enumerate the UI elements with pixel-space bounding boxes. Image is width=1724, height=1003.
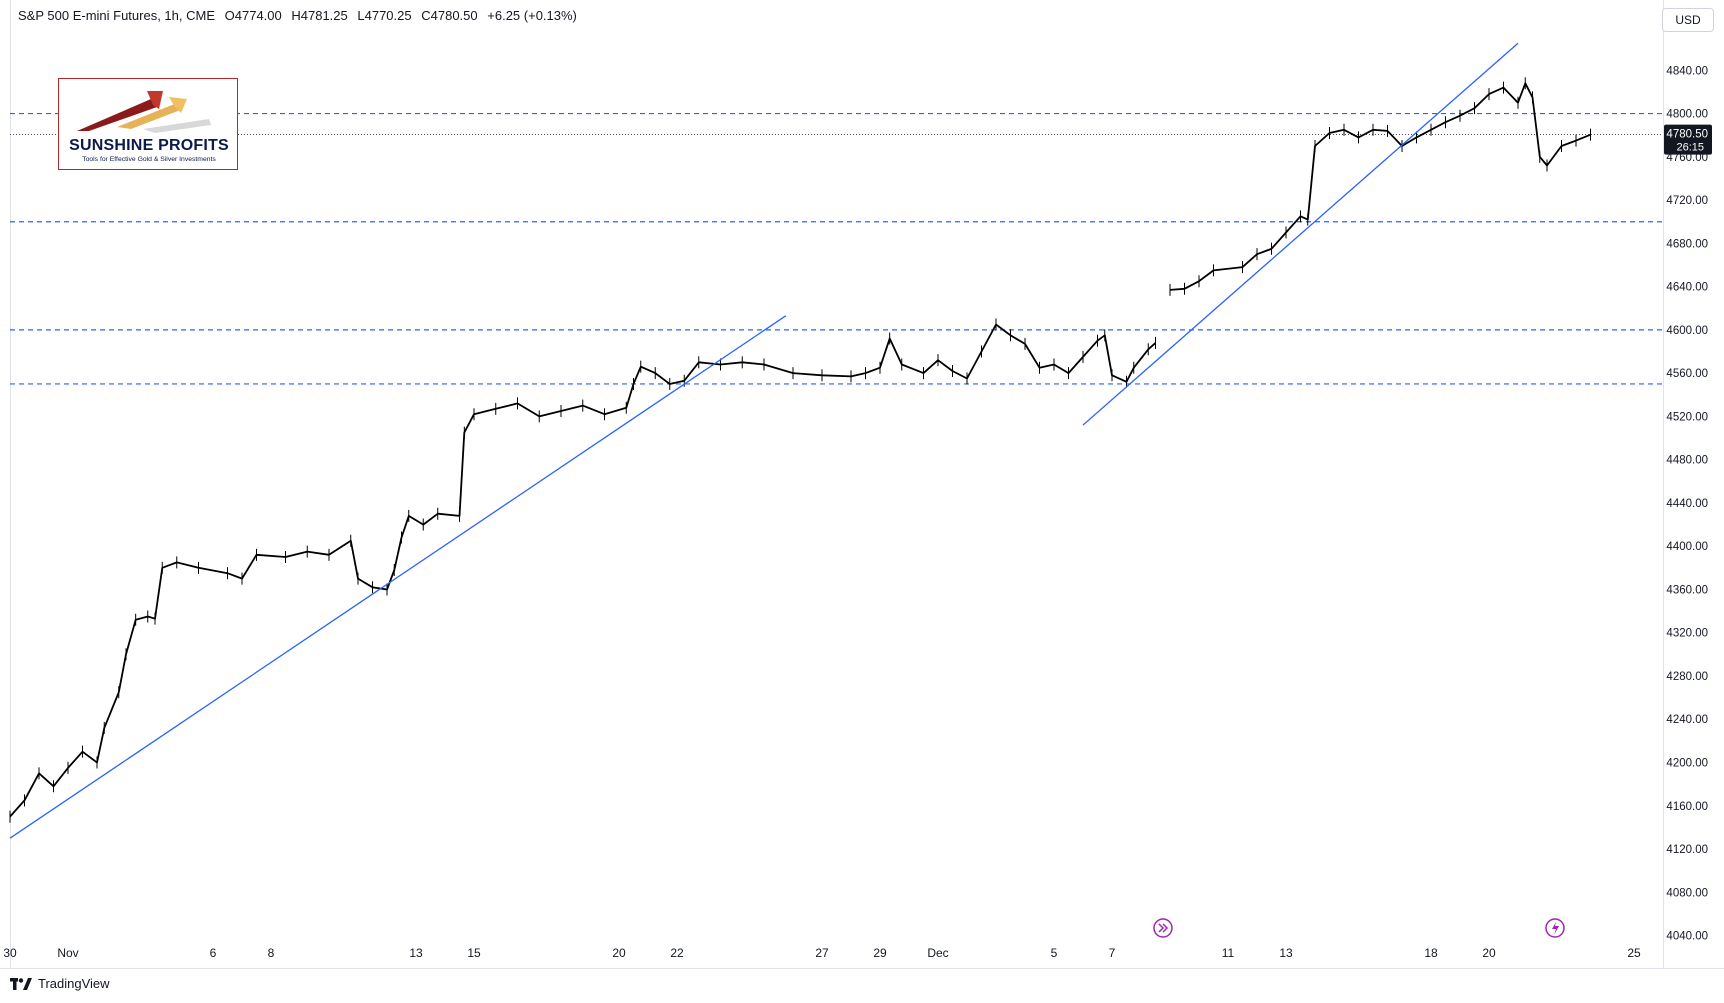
x-tick-label: 11 [1222,946,1235,960]
x-tick-label: 27 [815,946,829,960]
time-axis: 30 Nov 6 8 13 15 20 22 27 29 Dec 5 7 11 13 18 20 25 [3,946,1641,960]
y-tick-label: 4080.00 [1666,887,1708,899]
lightning-circle-icon[interactable] [1545,918,1565,938]
x-tick-label: 8 [268,946,275,960]
event-glyph [1158,923,1169,933]
y-tick-label: 4720.00 [1666,195,1708,207]
high-value: H4781.25 [291,8,348,23]
y-tick-label: 4160.00 [1666,801,1708,813]
x-tick-label: 20 [612,946,626,960]
x-tick-label: 6 [210,946,217,960]
last-price-badge [1664,124,1712,155]
tradingview-logo-icon [10,977,32,990]
tradingview-label: TradingView [38,976,110,991]
x-tick-label: 5 [1051,946,1058,960]
fast-forward-circle-icon[interactable] [1153,918,1173,938]
y-tick-label: 4680.00 [1666,238,1708,250]
event-glyph [1552,922,1559,935]
tradingview-branding[interactable]: TradingView [10,976,110,991]
logo-title: SUNSHINE PROFITS [69,137,229,154]
x-tick-label: 20 [1482,946,1496,960]
x-tick-label: Dec [927,946,948,960]
y-tick-label: 4320.00 [1666,628,1708,640]
price-series [9,77,1591,823]
y-tick-label: 4040.00 [1666,931,1708,943]
price-axis: 4040.00 4080.00 4120.00 4160.00 4200.00 4240.… [1666,22,1708,943]
symbol-name[interactable]: S&P 500 E-mini Futures, 1h, CME [18,8,216,23]
close-value: C4780.50 [421,8,478,23]
trendline-2 [1082,42,1519,426]
y-tick-label: 4640.00 [1666,282,1708,294]
change-value: +6.25 (+0.13%) [487,8,577,23]
low-value: L4770.25 [357,8,412,23]
x-tick-label: 7 [1109,946,1116,960]
x-tick-label: 29 [873,946,887,960]
price-line-segment-2 [1169,82,1591,291]
y-tick-label: 4800.00 [1666,109,1708,121]
horizontal-levels [10,112,1663,385]
trendline-1 [9,315,787,839]
y-tick-label: 4200.00 [1666,758,1708,770]
currency-button[interactable]: USD [1662,8,1714,32]
last-price-label: 4780.50 [1666,129,1708,141]
y-tick-label: 4480.00 [1666,455,1708,467]
open-value: O4774.00 [224,8,282,23]
y-tick-label: 4240.00 [1666,714,1708,726]
y-tick-label: 4400.00 [1666,541,1708,553]
y-tick-label: 4280.00 [1666,671,1708,683]
trendlines [9,42,1519,839]
y-tick-label: 4520.00 [1666,411,1708,423]
y-tick-label: 4840.00 [1666,65,1708,77]
event-icons [1153,918,1565,938]
logo-subtitle: Tools for Effective Gold & Silver Invest… [82,156,216,163]
x-tick-label: 15 [467,946,481,960]
y-tick-label: 4120.00 [1666,844,1708,856]
x-tick-label: 13 [409,946,423,960]
countdown-label: 26:15 [1676,142,1704,154]
x-tick-label: 18 [1424,946,1438,960]
x-tick-label: 22 [670,946,684,960]
y-tick-label: 4600.00 [1666,325,1708,337]
y-tick-label: 4760.00 [1666,152,1708,164]
y-tick-label: 4360.00 [1666,584,1708,596]
price-line-segment-1 [9,323,1157,818]
y-tick-label: 4560.00 [1666,368,1708,380]
x-tick-label: 13 [1279,946,1293,960]
sunshine-profits-logo: SUNSHINE PROFITS Tools for Effective Gol… [58,78,238,170]
x-tick-label: 25 [1627,946,1641,960]
x-tick-label: 30 [3,946,17,960]
x-tick-label: Nov [57,946,78,960]
symbol-header: S&P 500 E-mini Futures, 1h, CME O4774.00… [18,8,583,23]
logo-arrows-icon [77,91,211,133]
y-tick-label: 4440.00 [1666,498,1708,510]
